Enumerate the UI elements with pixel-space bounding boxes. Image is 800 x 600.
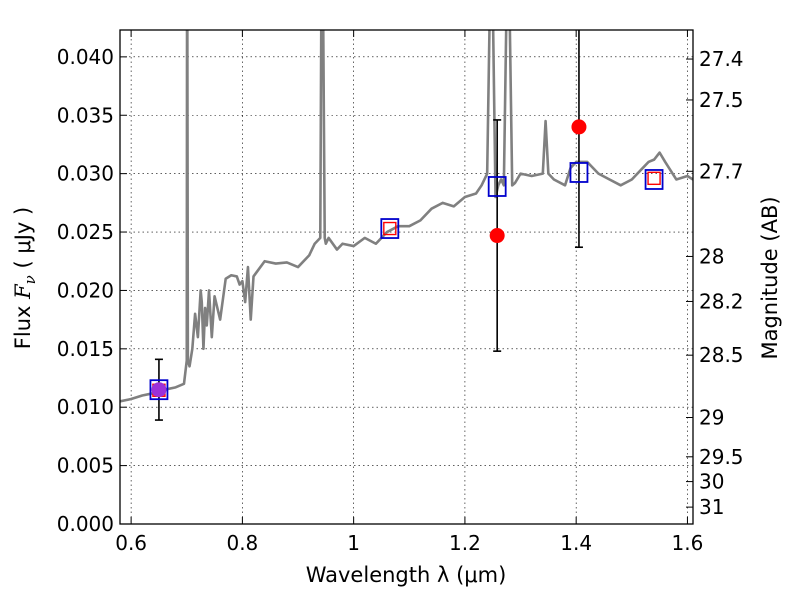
mag-tick-label: 31 <box>699 495 724 519</box>
x-tick-label: 0.8 <box>226 531 258 555</box>
y-tick-label: 0.025 <box>57 220 114 244</box>
y-axis-title: Flux Fν ( μJy ) <box>11 207 39 349</box>
y-axis-title-subscript: ν <box>21 275 39 284</box>
synthetic-photometry-marker <box>380 218 400 239</box>
mag-tick-label: 30 <box>699 470 724 494</box>
mag-tick-label: 27.4 <box>699 47 744 71</box>
x-axis-title: Wavelength λ (μm) <box>306 563 507 587</box>
model-spectrum <box>120 30 693 403</box>
y-tick-label: 0.030 <box>57 162 114 186</box>
y-tick-label: 0.040 <box>57 45 114 69</box>
synthetic-photometry-marker <box>644 169 664 190</box>
mag-tick-label: 28.5 <box>699 343 744 367</box>
observed-point <box>571 119 587 135</box>
y-tick-label: 0.000 <box>57 512 114 536</box>
mag-tick-label: 29.5 <box>699 445 744 469</box>
x-tick-label: 1.4 <box>560 531 592 555</box>
y-tick-label: 0.010 <box>57 395 114 419</box>
x-tick-label: 1.2 <box>449 531 481 555</box>
mag-tick-label: 27.5 <box>699 88 744 112</box>
y-tick-label: 0.035 <box>57 103 114 127</box>
y-tick-label: 0.020 <box>57 278 114 302</box>
photometry-markers <box>149 119 664 401</box>
y-axis-title-symbol: F <box>11 283 35 300</box>
y-tick-label: 0.015 <box>57 337 114 361</box>
y-axis-title-suffix: ( μJy ) <box>11 207 35 275</box>
mag-tick-label: 28.2 <box>699 289 744 313</box>
plot-frame <box>119 29 694 525</box>
model-spectrum-line <box>120 30 693 403</box>
model-photometry-marker <box>383 221 397 236</box>
synthetic-photometry-marker <box>569 162 589 183</box>
axis-ticks: 0.6 0.8 1 1.2 1.4 1.6 0.000 0.005 0.010 0.015 0.02… <box>57 30 744 555</box>
model-photometry-marker <box>647 171 661 186</box>
mag-tick-label: 27.7 <box>699 159 744 183</box>
y-tick-label: 0.005 <box>57 454 114 478</box>
mag-tick-label: 29 <box>699 405 724 429</box>
observed-point <box>151 382 167 398</box>
mag-tick-label: 28 <box>699 244 724 268</box>
y-axis-title-prefix: Flux <box>11 299 35 349</box>
x-tick-label: 1.6 <box>672 531 704 555</box>
y2-axis-title: Magnitude (AB) <box>758 196 782 359</box>
x-tick-label: 1 <box>347 531 360 555</box>
synthetic-photometry-marker <box>149 379 169 401</box>
observed-point <box>489 228 505 244</box>
x-tick-label: 0.6 <box>115 531 147 555</box>
synthetic-photometry-marker <box>487 176 507 197</box>
